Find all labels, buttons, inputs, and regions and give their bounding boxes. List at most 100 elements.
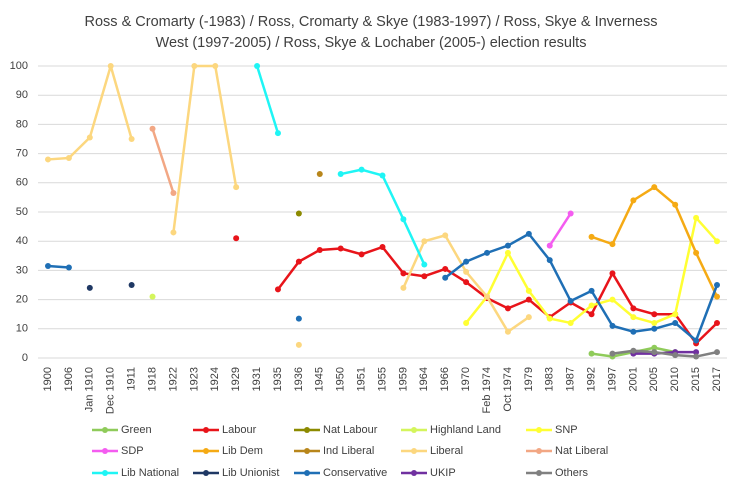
data-point [316, 171, 323, 178]
data-point [65, 264, 72, 271]
legend-label: Lib National [121, 467, 179, 479]
x-tick-label: 2015 [690, 367, 702, 391]
x-tick-label: 1911 [126, 367, 138, 391]
data-point [212, 63, 219, 69]
data-point [463, 279, 470, 286]
chart-title: Ross & Cromarty (-1983) / Ross, Cromarty… [85, 14, 658, 30]
y-tick-label: 60 [16, 177, 28, 189]
x-tick-label: 1906 [63, 367, 75, 391]
data-point [588, 302, 595, 309]
legend-label: Lib Unionist [222, 467, 279, 479]
x-tick-label: Feb 1974 [481, 367, 493, 413]
data-point [672, 311, 679, 318]
data-point [525, 230, 532, 237]
series-line [444, 232, 719, 342]
legend-marker [411, 427, 417, 433]
data-point [630, 347, 637, 354]
x-tick-label: 1923 [188, 367, 200, 391]
legend-label: SDP [121, 445, 144, 457]
data-point [504, 249, 511, 256]
y-tick-label: 100 [10, 60, 28, 72]
data-point [484, 293, 491, 300]
x-tick-label: 1936 [293, 367, 305, 391]
data-point [442, 274, 449, 281]
data-point [295, 210, 302, 217]
data-point [379, 244, 386, 251]
series-line [47, 264, 69, 269]
y-tick-label: 40 [16, 235, 28, 247]
x-tick-label: 1970 [460, 367, 472, 391]
data-point [651, 325, 658, 332]
data-point [442, 265, 449, 272]
x-tick-label: 1931 [251, 367, 263, 391]
y-tick-label: 50 [16, 206, 28, 218]
data-point [421, 238, 428, 245]
data-point [128, 282, 135, 288]
data-point [609, 350, 616, 357]
legend-label: Ind Liberal [323, 445, 374, 457]
data-point [358, 251, 365, 258]
legend-marker [203, 448, 209, 454]
data-point [651, 311, 658, 318]
data-point [525, 296, 532, 303]
data-point [672, 201, 679, 208]
y-tick-label: 90 [16, 89, 28, 101]
series-line [612, 349, 718, 358]
data-point [463, 319, 470, 326]
legend-label: Liberal [430, 445, 463, 457]
data-point [567, 210, 574, 217]
data-point [609, 241, 616, 248]
data-point [525, 314, 532, 321]
legend-marker [536, 427, 542, 433]
x-tick-label: 1922 [167, 367, 179, 391]
y-tick-label: 10 [16, 323, 28, 335]
data-point [588, 287, 595, 294]
legend-marker [102, 427, 108, 433]
data-point [546, 315, 553, 322]
data-point [651, 344, 658, 351]
data-point [337, 171, 344, 178]
data-point [149, 125, 156, 132]
x-tick-label: 1950 [335, 367, 347, 391]
x-tick-label: 1929 [230, 367, 242, 391]
y-tick-label: 80 [16, 118, 28, 130]
x-tick-label: Dec 1910 [105, 367, 117, 414]
data-point [86, 284, 93, 291]
series-line [172, 64, 238, 233]
data-point [86, 134, 93, 141]
data-point [693, 337, 700, 344]
legend-label: UKIP [430, 467, 456, 479]
legend-label: Nat Liberal [555, 445, 608, 457]
x-tick-label: 2005 [648, 367, 660, 391]
x-tick-label: 1966 [439, 367, 451, 391]
data-point [400, 284, 407, 291]
data-point [651, 349, 658, 356]
legend-label: Nat Labour [323, 424, 378, 436]
x-tick-label: 2001 [627, 367, 639, 391]
x-tick-label: 1992 [585, 367, 597, 391]
data-point [588, 233, 595, 240]
data-point [693, 214, 700, 221]
data-point [588, 350, 595, 357]
data-point [630, 305, 637, 312]
data-point [65, 154, 72, 161]
x-tick-label: 1983 [544, 367, 556, 391]
legend-label: Highland Land [430, 424, 501, 436]
data-point [504, 242, 511, 249]
legend-marker [102, 448, 108, 454]
data-point [316, 246, 323, 253]
legend-marker [203, 470, 209, 476]
data-point [714, 349, 720, 356]
legend-marker [411, 448, 417, 454]
data-point [295, 258, 302, 265]
legend-marker [102, 470, 108, 476]
legend-label: Conservative [323, 467, 387, 479]
data-point [128, 136, 135, 142]
x-tick-label: 1959 [397, 367, 409, 391]
data-point [463, 258, 470, 265]
legend-label: Others [555, 467, 589, 479]
data-point [504, 305, 511, 312]
data-point [546, 257, 553, 264]
data-point [295, 341, 302, 348]
